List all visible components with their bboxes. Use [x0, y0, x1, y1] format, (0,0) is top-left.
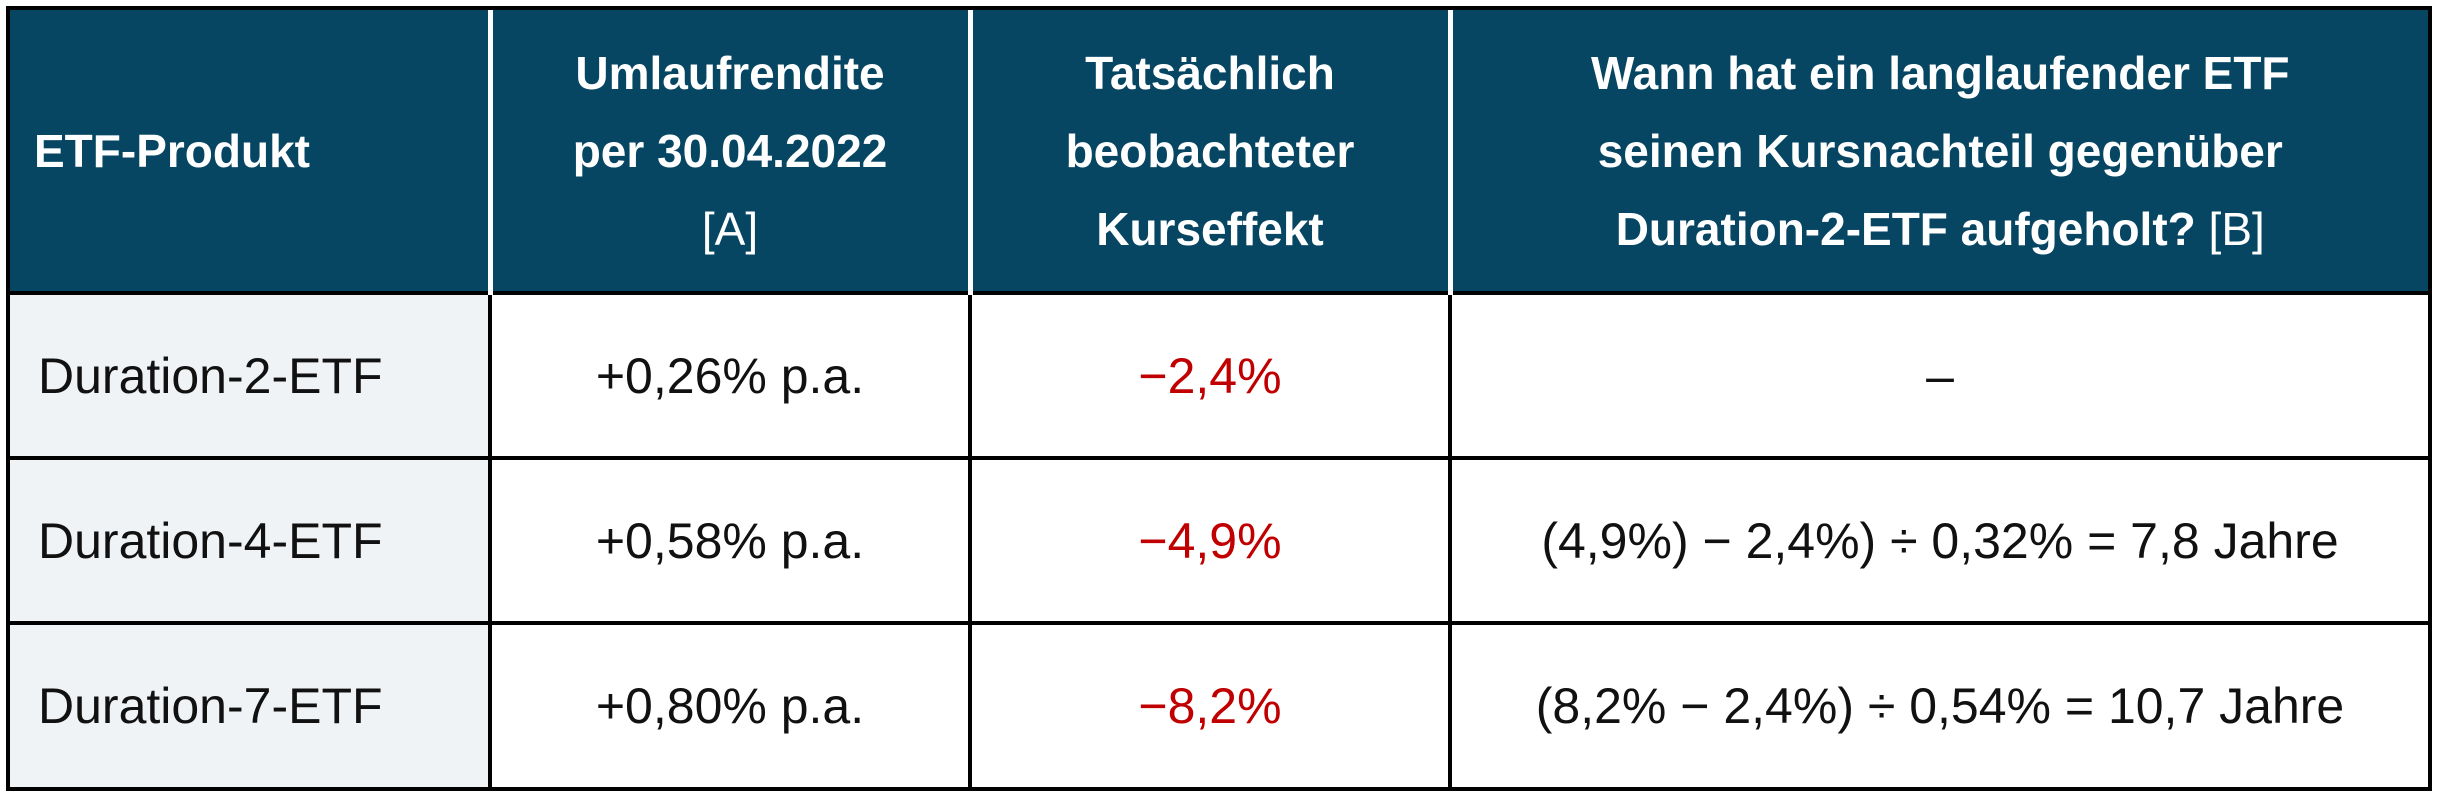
header-effect-line2: beobachteter — [1065, 124, 1355, 177]
cell-product: Duration-4-ETF — [10, 456, 490, 623]
header-effect-line3: Kurseffekt — [1096, 202, 1324, 255]
cell-recovery: (8,2% − 2,4%) ÷ 0,54% = 10,7 Jahre — [1448, 621, 2428, 787]
header-effect-line1: Tatsächlich — [1085, 46, 1335, 99]
cell-yield: +0,58% p.a. — [488, 456, 970, 623]
cell-yield: +0,26% p.a. — [488, 291, 970, 458]
cell-yield: +0,80% p.a. — [488, 621, 970, 787]
header-effect: Tatsächlich beobachteter Kurseffekt — [967, 10, 1450, 293]
table-frame: ETF-Produkt Umlaufrendite per 30.04.2022… — [6, 6, 2432, 791]
cell-effect: −4,9% — [968, 456, 1450, 623]
header-recovery: Wann hat ein langlaufender ETF seinen Ku… — [1447, 10, 2429, 293]
header-recovery-line2: seinen Kursnachteil gegenüber — [1597, 124, 2283, 177]
header-product: ETF-Produkt — [10, 10, 490, 293]
table-row: Duration-4-ETF +0,58% p.a. −4,9% (4,9%) … — [10, 456, 2428, 623]
header-recovery-ref: [B] — [2208, 202, 2265, 255]
cell-recovery: (4,9%) − 2,4%) ÷ 0,32% = 7,8 Jahre — [1448, 456, 2428, 623]
cell-effect: −8,2% — [968, 621, 1450, 787]
header-yield-line2: per 30.04.2022 — [572, 124, 888, 177]
etf-comparison-table: ETF-Produkt Umlaufrendite per 30.04.2022… — [10, 10, 2428, 787]
cell-product: Duration-7-ETF — [10, 621, 490, 787]
table-row: Duration-2-ETF +0,26% p.a. −2,4% – — [10, 291, 2428, 458]
header-yield: Umlaufrendite per 30.04.2022 [A] — [487, 10, 970, 293]
header-recovery-line1: Wann hat ein langlaufender ETF — [1590, 46, 2290, 99]
header-yield-line1: Umlaufrendite — [575, 46, 885, 99]
cell-effect: −2,4% — [968, 291, 1450, 458]
header-recovery-line3: Duration-2-ETF aufgeholt? — [1615, 202, 2196, 255]
header-product-label: ETF-Produkt — [34, 124, 310, 177]
table-row: Duration-7-ETF +0,80% p.a. −8,2% (8,2% −… — [10, 621, 2428, 787]
header-row: ETF-Produkt Umlaufrendite per 30.04.2022… — [10, 10, 2428, 293]
cell-recovery: – — [1448, 291, 2428, 458]
header-yield-ref: [A] — [701, 202, 759, 255]
cell-product: Duration-2-ETF — [10, 291, 490, 458]
header-recovery-line3-wrap: Duration-2-ETF aufgeholt? [B] — [1453, 190, 2429, 268]
